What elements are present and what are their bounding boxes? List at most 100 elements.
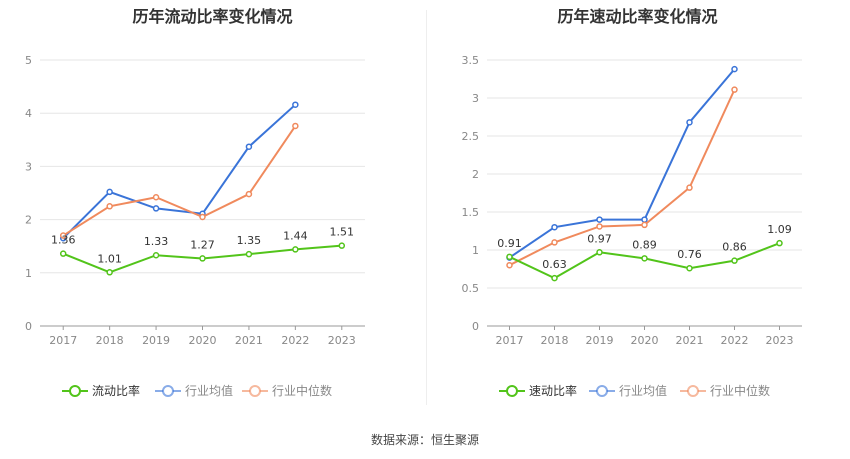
data-label: 0.91 [497,237,522,250]
legend-marker [596,385,608,397]
y-tick-label: 0.5 [462,282,480,295]
x-tick-label: 2022 [721,334,749,347]
current-ratio-plot: 0 1 2 3 4 5 2017 2018 2019 2020 2021 2022 2023 1.36 1.… [25,54,365,398]
legend-marker [162,385,174,397]
x-tick-label: 2020 [631,334,659,347]
data-label: 0.76 [677,248,702,261]
y-tick-label: 3.5 [462,54,480,67]
y-tick-label: 0 [472,320,479,333]
data-label: 1.33 [144,235,169,248]
data-point-industry_median [245,190,253,198]
data-point-industry_median [551,239,558,246]
data-point-ratio [106,269,113,276]
data-label: 0.89 [632,238,657,251]
data-point-ratio [245,250,253,258]
data-point-industry_avg [551,223,558,231]
legend-item-ratio[interactable]: 流动比率 [62,383,140,398]
data-point-industry_avg [686,119,693,126]
series-line-industry_avg [508,68,736,259]
data-source-note: 数据来源：恒生聚源 [370,433,479,447]
data-point-industry_median [506,261,513,269]
x-tick-label: 2018 [96,334,124,347]
current-ratio-chart: 历年流动比率变化情况 0 1 2 3 4 5 2017 2018 2019 2020 2021 202… [0,0,425,420]
data-point-industry_avg [731,65,738,73]
legend-label: 行业均值 [619,383,667,398]
legend-item-industry_avg[interactable]: 行业均值 [589,383,667,398]
chart-title: 历年速动比率变化情况 [557,7,718,26]
data-point-industry_median [596,223,603,230]
legend-item-industry_median[interactable]: 行业中位数 [242,383,332,398]
legend-marker [687,385,699,397]
data-label: 0.63 [542,258,567,271]
data-label: 0.86 [722,241,747,254]
x-tick-label: 2018 [541,334,569,347]
series-line-industry_avg [62,103,297,239]
data-point-industry_median [106,203,113,210]
data-label: 0.97 [587,232,612,245]
data-label: 1.36 [51,234,76,247]
data-point-ratio [596,249,603,256]
data-point-industry_avg [152,205,160,212]
y-tick-label: 2 [472,168,479,181]
legend-label: 行业中位数 [710,383,770,398]
legend-item-industry_avg[interactable]: 行业均值 [155,383,233,398]
x-tick-label: 2019 [142,334,170,347]
y-tick-label: 1.5 [462,206,480,219]
x-tick-label: 2020 [189,334,217,347]
legend-item-industry_median[interactable]: 行业中位数 [680,383,770,398]
data-point-industry_median [292,122,299,130]
data-point-industry_avg [245,143,253,150]
chart-title: 历年流动比率变化情况 [132,7,293,26]
legend-item-ratio[interactable]: 速动比率 [499,383,577,398]
legend-marker [506,385,518,397]
data-label: 1.35 [237,234,262,247]
data-label: 1.51 [330,226,355,239]
data-point-industry_avg [106,188,113,196]
x-tick-label: 2023 [328,334,356,347]
data-label: 1.44 [283,229,308,242]
x-tick-label: 2019 [586,334,614,347]
data-point-ratio [152,251,160,259]
data-point-industry_median [59,232,67,239]
data-point-ratio [59,250,67,257]
x-tick-label: 2017 [49,334,77,347]
data-point-ratio [686,264,693,272]
y-tick-label: 5 [25,54,32,67]
data-point-industry_median [731,86,738,93]
x-tick-label: 2022 [281,334,309,347]
y-tick-label: 4 [25,107,32,120]
data-point-industry_median [641,221,648,229]
data-point-industry_median [686,184,693,191]
data-point-ratio [551,274,558,282]
legend-label: 流动比率 [92,383,140,398]
x-tick-label: 2023 [766,334,794,347]
x-tick-label: 2021 [676,334,704,347]
data-point-industry_median [152,194,160,201]
legend-marker [69,385,81,397]
y-tick-label: 2 [25,214,32,227]
series-line-industry_median [509,89,736,267]
y-tick-label: 3 [472,92,479,105]
legend-label: 行业中位数 [272,383,332,398]
data-point-ratio [506,253,513,261]
y-tick-label: 0 [25,320,32,333]
data-point-ratio [292,246,299,253]
quick-ratio-plot: 0 0.5 1 1.5 2 2.5 3 3.5 2017 2018 2019 2020 2021 2022… [462,54,802,398]
y-tick-label: 1 [472,244,479,257]
legend-label: 速动比率 [529,383,577,398]
data-point-industry_avg [641,216,648,223]
data-label: 1.27 [190,238,215,251]
y-tick-label: 1 [25,267,32,280]
data-label: 1.01 [97,252,122,265]
data-label: 1.09 [767,223,792,236]
data-point-ratio [338,242,346,249]
quick-ratio-chart: 历年速动比率变化情况 0 0.5 1 1.5 2 2.5 3 3.5 2017 2018 2019 2… [425,0,850,420]
data-point-industry_avg [292,101,299,108]
legend-marker [249,385,261,397]
y-tick-label: 3 [25,160,32,173]
x-tick-label: 2017 [496,334,524,347]
data-point-ratio [199,255,206,262]
legend-label: 行业均值 [185,383,233,398]
data-point-ratio [731,257,738,264]
x-tick-label: 2021 [235,334,263,347]
